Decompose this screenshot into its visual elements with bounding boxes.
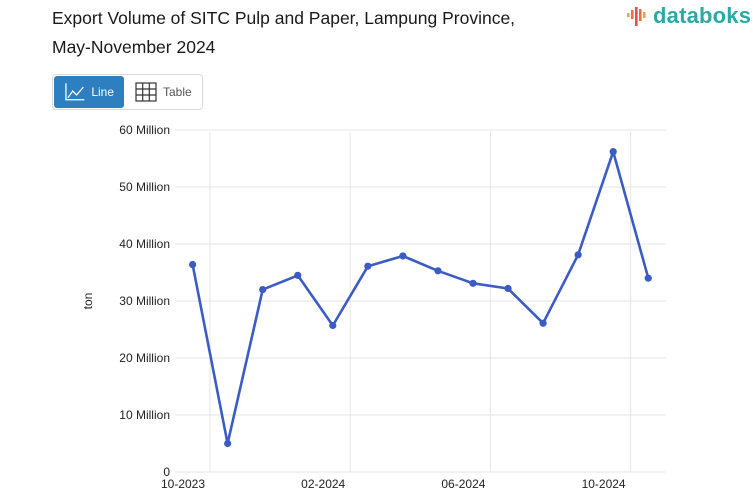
data-point[interactable] bbox=[399, 252, 407, 260]
series-line bbox=[191, 150, 650, 445]
line-view-label: Line bbox=[91, 85, 114, 99]
chart-title: Export Volume of SITC Pulp and Paper, La… bbox=[52, 4, 572, 62]
line-view-button[interactable]: Line bbox=[54, 76, 124, 108]
data-point[interactable] bbox=[224, 439, 232, 448]
y-tick-label: 20 Million bbox=[119, 351, 170, 365]
y-tick-label: 30 Million bbox=[119, 294, 170, 308]
view-toggle: Line Table bbox=[52, 74, 203, 110]
data-point[interactable] bbox=[504, 284, 512, 293]
data-point[interactable] bbox=[539, 319, 547, 327]
data-point[interactable] bbox=[364, 262, 372, 270]
data-point[interactable] bbox=[644, 274, 652, 282]
y-tick-label: 60 Million bbox=[119, 123, 170, 137]
data-point[interactable] bbox=[574, 251, 582, 259]
data-point[interactable] bbox=[609, 148, 617, 156]
databoks-logo[interactable]: databoks bbox=[626, 3, 751, 29]
x-tick-label: 02-2024 bbox=[301, 477, 345, 491]
data-point[interactable] bbox=[259, 286, 267, 294]
table-grid-icon bbox=[135, 82, 157, 102]
logo-bars-icon bbox=[627, 7, 646, 26]
y-tick-label: 10 Million bbox=[119, 408, 170, 422]
data-point[interactable] bbox=[434, 267, 442, 275]
data-series bbox=[189, 148, 652, 448]
x-axis-ticks: 10-2023 02-2024 06-2024 10-2024 bbox=[161, 477, 626, 491]
data-point[interactable] bbox=[294, 271, 302, 279]
chart-title-line-2: May-November 2024 bbox=[52, 37, 216, 57]
logo-text: databoks bbox=[653, 3, 752, 28]
y-tick-label: 0 bbox=[163, 465, 170, 479]
line-chart-icon bbox=[65, 83, 85, 101]
data-point[interactable] bbox=[189, 260, 197, 269]
x-tick-label: 06-2024 bbox=[441, 477, 485, 491]
data-point[interactable] bbox=[469, 279, 477, 287]
x-tick-label: 10-2024 bbox=[582, 477, 626, 491]
y-tick-label: 40 Million bbox=[119, 237, 170, 251]
chart-gridlines bbox=[175, 129, 666, 473]
y-tick-label: 50 Million bbox=[119, 180, 170, 194]
y-axis-ticks: 0 10 Million 20 Million 30 Million 40 Millio… bbox=[119, 123, 170, 479]
x-tick-label: 10-2023 bbox=[161, 477, 205, 491]
table-view-label: Table bbox=[163, 85, 192, 99]
y-axis-label: ton bbox=[81, 293, 95, 310]
table-view-button[interactable]: Table bbox=[125, 75, 202, 109]
data-point[interactable] bbox=[329, 321, 337, 330]
chart-title-line-1: Export Volume of SITC Pulp and Paper, La… bbox=[52, 8, 516, 28]
